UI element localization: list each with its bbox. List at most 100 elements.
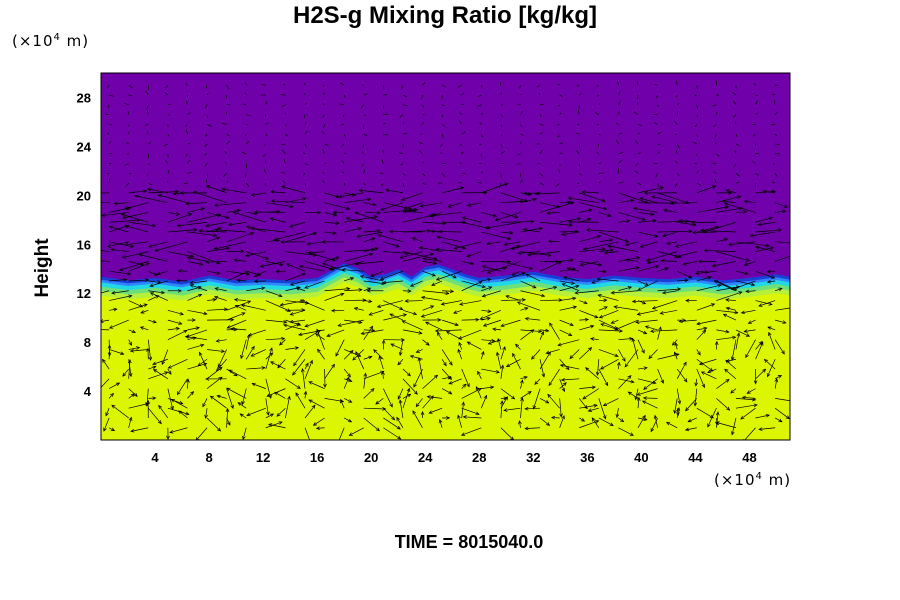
wind-vector bbox=[281, 143, 286, 146]
wind-vector-head bbox=[524, 426, 529, 431]
wind-vector-head bbox=[373, 349, 378, 354]
wind-vector bbox=[304, 103, 307, 106]
wind-vector bbox=[363, 133, 368, 136]
wind-vector-head bbox=[769, 246, 775, 251]
wind-vector bbox=[637, 415, 646, 428]
wind-vector-head bbox=[621, 357, 626, 362]
wind-vector bbox=[252, 383, 266, 389]
wind-vector bbox=[657, 288, 681, 292]
wind-vector-head bbox=[251, 382, 256, 387]
wind-vector-head bbox=[205, 260, 210, 264]
wind-vector-head bbox=[185, 334, 190, 338]
wind-vector bbox=[422, 173, 426, 177]
wind-vector bbox=[598, 294, 619, 301]
wind-vector bbox=[637, 280, 658, 291]
wind-vector bbox=[716, 195, 741, 204]
wind-vector-head bbox=[358, 188, 363, 193]
wind-vector bbox=[343, 350, 354, 360]
wind-vector-head bbox=[250, 232, 255, 236]
wind-vector bbox=[618, 101, 621, 105]
wind-vector-head bbox=[532, 284, 537, 289]
wind-vector bbox=[302, 152, 306, 155]
wind-vector-head bbox=[575, 284, 580, 289]
wind-vector bbox=[559, 231, 578, 233]
wind-vector bbox=[349, 427, 364, 436]
wind-vector-head bbox=[580, 417, 586, 422]
wind-vector bbox=[520, 329, 534, 340]
wind-vector bbox=[234, 259, 247, 262]
wind-vector-head bbox=[534, 380, 539, 385]
wind-vector-head bbox=[298, 264, 304, 269]
wind-vector bbox=[265, 347, 273, 370]
wind-vector-head bbox=[437, 318, 442, 322]
wind-vector bbox=[286, 263, 306, 272]
wind-vector-head bbox=[415, 349, 420, 353]
wind-vector bbox=[190, 280, 208, 284]
wind-vector-head bbox=[452, 274, 457, 279]
wind-vector-head bbox=[617, 361, 621, 366]
wind-vector bbox=[187, 251, 221, 264]
wind-vector bbox=[559, 142, 563, 145]
wind-vector bbox=[216, 339, 227, 342]
wind-vector-head bbox=[594, 314, 599, 319]
wind-vector-head bbox=[725, 306, 730, 311]
wind-vector bbox=[519, 85, 521, 89]
wind-vector bbox=[648, 349, 658, 359]
wind-vector-head bbox=[728, 191, 733, 195]
wind-vector bbox=[735, 270, 748, 275]
wind-vector-head bbox=[528, 266, 534, 270]
wind-vector bbox=[383, 280, 403, 284]
wind-vector bbox=[158, 194, 188, 204]
wind-vector-head bbox=[216, 394, 221, 399]
wind-vector-head bbox=[152, 396, 157, 400]
wind-vector-head bbox=[591, 417, 596, 422]
wind-vector bbox=[775, 288, 783, 292]
wind-vector bbox=[121, 213, 149, 223]
wind-vector-head bbox=[213, 246, 218, 251]
wind-vector-head bbox=[525, 273, 530, 278]
wind-vector bbox=[206, 92, 209, 96]
wind-vector-head bbox=[130, 244, 135, 248]
wind-vector-head bbox=[462, 220, 467, 225]
time-label: TIME = 8015040.0 bbox=[394, 532, 544, 552]
wind-vector bbox=[186, 202, 208, 205]
wind-vector-head bbox=[368, 312, 373, 316]
wind-vector-head bbox=[448, 380, 453, 385]
wind-vector bbox=[363, 237, 376, 243]
wind-vector bbox=[696, 276, 712, 282]
wind-vector bbox=[101, 290, 110, 294]
wind-vector-head bbox=[725, 358, 730, 363]
wind-vector bbox=[775, 256, 790, 262]
wind-vector bbox=[656, 94, 658, 99]
wind-vector bbox=[755, 112, 758, 115]
wind-vector-head bbox=[699, 228, 705, 233]
wind-vector bbox=[150, 292, 169, 301]
wind-vector bbox=[290, 280, 306, 286]
wind-vector bbox=[520, 290, 545, 297]
wind-vector bbox=[185, 82, 188, 86]
wind-vector-head bbox=[461, 216, 466, 220]
wind-vector-head bbox=[540, 330, 545, 336]
wind-vector bbox=[618, 257, 640, 262]
wind-vector-head bbox=[253, 279, 259, 284]
wind-vector bbox=[341, 143, 345, 147]
wind-vector bbox=[360, 104, 365, 109]
wind-vector-head bbox=[481, 284, 487, 289]
wind-vector bbox=[237, 402, 247, 409]
wind-vector bbox=[575, 132, 580, 135]
wind-vector-head bbox=[767, 326, 772, 330]
wind-vector bbox=[289, 319, 306, 323]
wind-vector-head bbox=[266, 411, 270, 416]
wind-vector bbox=[322, 149, 325, 154]
wind-vector-head bbox=[570, 201, 575, 206]
wind-vector bbox=[459, 300, 482, 305]
wind-vector-head bbox=[700, 371, 706, 375]
wind-vector-head bbox=[682, 262, 687, 266]
wind-vector bbox=[363, 300, 372, 302]
wind-vector bbox=[385, 189, 404, 194]
wind-vector bbox=[422, 305, 434, 311]
wind-vector-head bbox=[614, 326, 619, 331]
wind-vector-head bbox=[588, 347, 593, 352]
wind-vector bbox=[369, 309, 384, 316]
wind-vector bbox=[109, 241, 134, 248]
